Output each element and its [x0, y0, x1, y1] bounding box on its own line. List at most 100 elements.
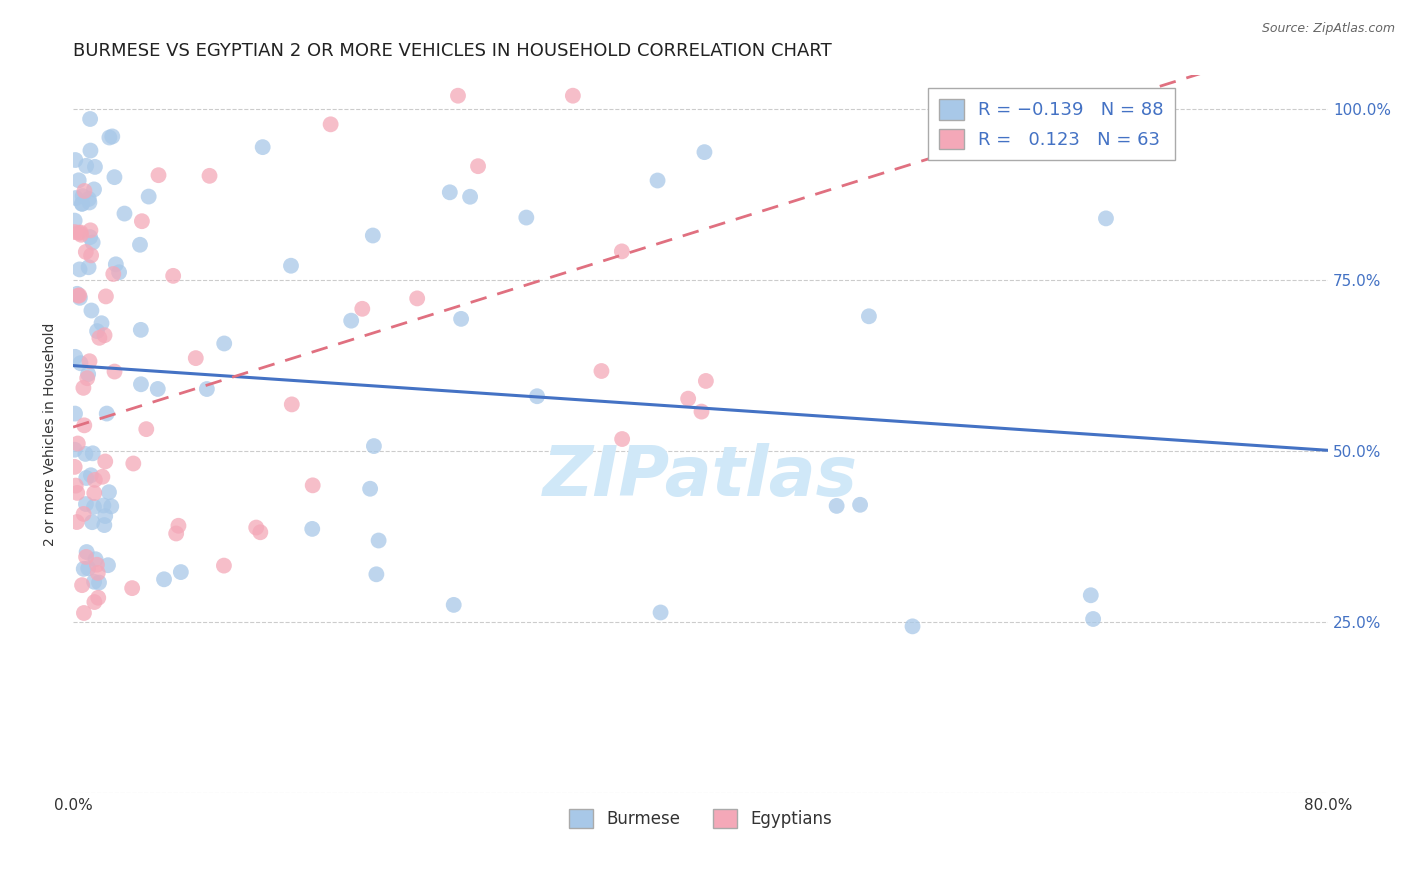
Point [73, 184, 96, 198]
Point [75, 159, 97, 173]
Point [66, 486, 89, 500]
Point [212, 336, 235, 351]
Point [69, 291, 91, 305]
Point [693, 145, 716, 160]
Point [93, 499, 115, 513]
Point [79, 144, 101, 158]
Point [108, 265, 131, 279]
Point [73, 606, 96, 620]
Point [79, 354, 101, 368]
Point [70, 196, 93, 211]
Point [165, 526, 187, 541]
Point [280, 259, 302, 273]
Point [146, 382, 169, 396]
Point [77, 192, 100, 206]
Legend: Burmese, Egyptians: Burmese, Egyptians [562, 802, 838, 835]
Point [93, 328, 115, 343]
Point [359, 482, 381, 496]
Point [72, 381, 94, 395]
Point [72, 507, 94, 521]
Point [79, 112, 101, 126]
Point [825, 499, 848, 513]
Point [67, 226, 90, 240]
Point [63, 350, 86, 364]
Point [650, 606, 672, 620]
Point [75, 549, 97, 564]
Point [80, 303, 103, 318]
Point [94, 509, 117, 524]
Point [352, 301, 374, 316]
Point [65, 153, 87, 167]
Point [301, 522, 323, 536]
Point [138, 189, 160, 203]
Point [63, 459, 86, 474]
Point [77, 561, 100, 575]
Point [245, 520, 267, 534]
Point [73, 418, 96, 433]
Point [849, 498, 872, 512]
Point [1095, 211, 1118, 226]
Point [901, 619, 924, 633]
Point [458, 190, 481, 204]
Point [406, 292, 429, 306]
Point [690, 404, 713, 418]
Point [100, 500, 122, 514]
Point [83, 182, 105, 196]
Point [162, 268, 184, 283]
Point [591, 364, 613, 378]
Point [83, 500, 105, 514]
Text: BURMESE VS EGYPTIAN 2 OR MORE VEHICLES IN HOUSEHOLD CORRELATION CHART: BURMESE VS EGYPTIAN 2 OR MORE VEHICLES I… [73, 42, 832, 60]
Point [367, 533, 389, 548]
Point [69, 356, 91, 370]
Point [450, 311, 472, 326]
Point [104, 257, 127, 271]
Point [363, 439, 385, 453]
Point [63, 442, 86, 457]
Point [858, 310, 880, 324]
Point [83, 473, 105, 487]
Point [87, 591, 110, 605]
Point [467, 159, 489, 173]
Point [97, 558, 120, 573]
Point [170, 565, 193, 579]
Point [84, 552, 107, 566]
Point [301, 478, 323, 492]
Point [66, 515, 89, 529]
Point [198, 169, 221, 183]
Point [75, 497, 97, 511]
Point [75, 471, 97, 485]
Y-axis label: 2 or more Vehicles in Household: 2 or more Vehicles in Household [44, 322, 58, 546]
Point [98, 485, 121, 500]
Point [103, 170, 125, 185]
Point [114, 206, 136, 220]
Point [87, 566, 110, 580]
Point [67, 288, 90, 302]
Point [443, 598, 465, 612]
Point [184, 351, 207, 365]
Point [319, 117, 342, 131]
Point [75, 447, 97, 461]
Point [103, 365, 125, 379]
Point [63, 225, 86, 239]
Point [129, 237, 152, 252]
Point [561, 88, 583, 103]
Point [76, 545, 98, 559]
Point [65, 478, 87, 492]
Point [79, 195, 101, 210]
Point [515, 211, 537, 225]
Point [212, 558, 235, 573]
Point [82, 235, 104, 250]
Point [82, 515, 104, 529]
Point [647, 173, 669, 187]
Point [69, 262, 91, 277]
Point [195, 382, 218, 396]
Point [135, 422, 157, 436]
Point [366, 567, 388, 582]
Point [83, 486, 105, 500]
Point [72, 189, 94, 203]
Point [526, 389, 548, 403]
Point [67, 173, 90, 187]
Point [86, 558, 108, 572]
Point [63, 213, 86, 227]
Point [79, 230, 101, 244]
